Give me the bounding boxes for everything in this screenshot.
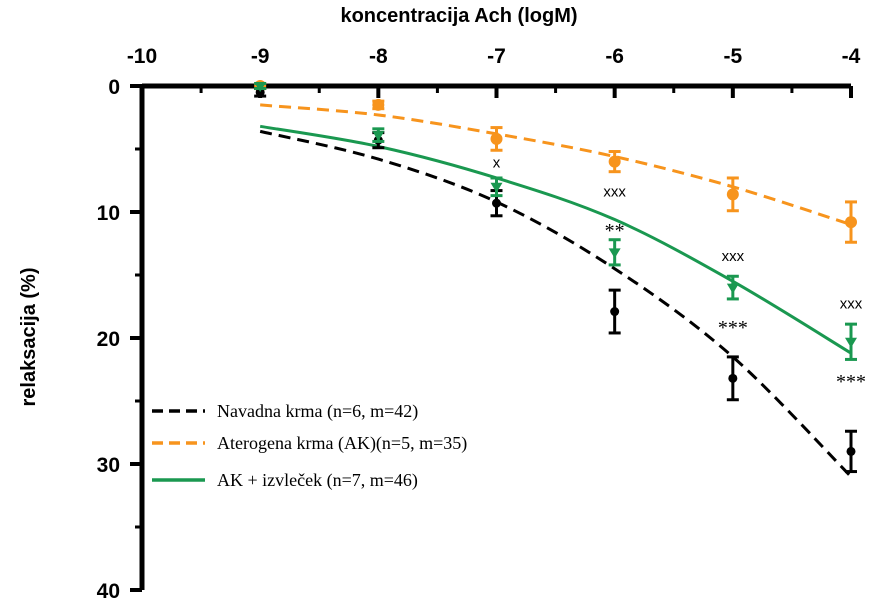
axes: -10 -9 -8 -7 -6 -5 -4 0 10 20 30 40 xyxy=(97,45,861,603)
legend: Navadna krma (n=6, m=42) Aterogena krma (… xyxy=(152,401,467,491)
y-tick-label: 20 xyxy=(97,328,120,351)
significance-label: *** xyxy=(718,317,748,339)
x-tick-label: -7 xyxy=(487,45,506,68)
data-marker xyxy=(372,131,385,142)
significance-label: xxx xyxy=(722,248,745,265)
data-marker xyxy=(255,87,265,97)
x-tick-label: -5 xyxy=(723,45,742,68)
data-marker xyxy=(490,132,503,145)
data-marker xyxy=(845,216,857,229)
data-marker xyxy=(492,198,501,208)
y-tick-label: 30 xyxy=(97,454,120,477)
legend-label: Aterogena krma (AK)(n=5, m=35) xyxy=(217,433,467,454)
data-marker xyxy=(610,307,620,317)
significance-label: *** xyxy=(836,371,866,393)
x-tick-label: -9 xyxy=(251,45,270,68)
data-marker xyxy=(728,373,738,383)
x-tick-label: -4 xyxy=(842,45,861,68)
y-tick-label: 10 xyxy=(97,202,120,225)
significance-label: x xyxy=(493,155,501,172)
fit-curves xyxy=(259,103,853,478)
y-axis-title: relaksacija (%) xyxy=(18,268,40,407)
data-marker xyxy=(372,98,385,111)
data-points xyxy=(254,80,857,474)
data-marker xyxy=(490,182,503,193)
data-marker xyxy=(608,155,621,168)
significance-label: xxx xyxy=(603,184,626,201)
legend-label: Navadna krma (n=6, m=42) xyxy=(217,401,418,422)
x-tick-label: -6 xyxy=(605,45,624,68)
data-marker xyxy=(726,188,739,201)
data-marker xyxy=(254,82,267,92)
legend-label: AK + izvleček (n=7, m=46) xyxy=(217,470,418,491)
x-axis-title: koncentracija Ach (logM) xyxy=(340,5,577,27)
x-tick-label: -8 xyxy=(369,45,388,68)
fit-curve xyxy=(259,124,852,355)
fit-curve xyxy=(260,103,852,227)
y-tick-label: 0 xyxy=(108,76,120,99)
data-marker xyxy=(608,248,621,259)
y-tick-label: 40 xyxy=(97,580,120,603)
data-marker xyxy=(846,446,856,456)
data-marker xyxy=(845,337,857,348)
significance-label: xxx xyxy=(840,296,863,313)
fit-curve xyxy=(259,129,853,478)
significance-label: ** xyxy=(605,220,625,242)
data-marker xyxy=(726,283,739,294)
x-tick-label: -10 xyxy=(127,45,157,68)
